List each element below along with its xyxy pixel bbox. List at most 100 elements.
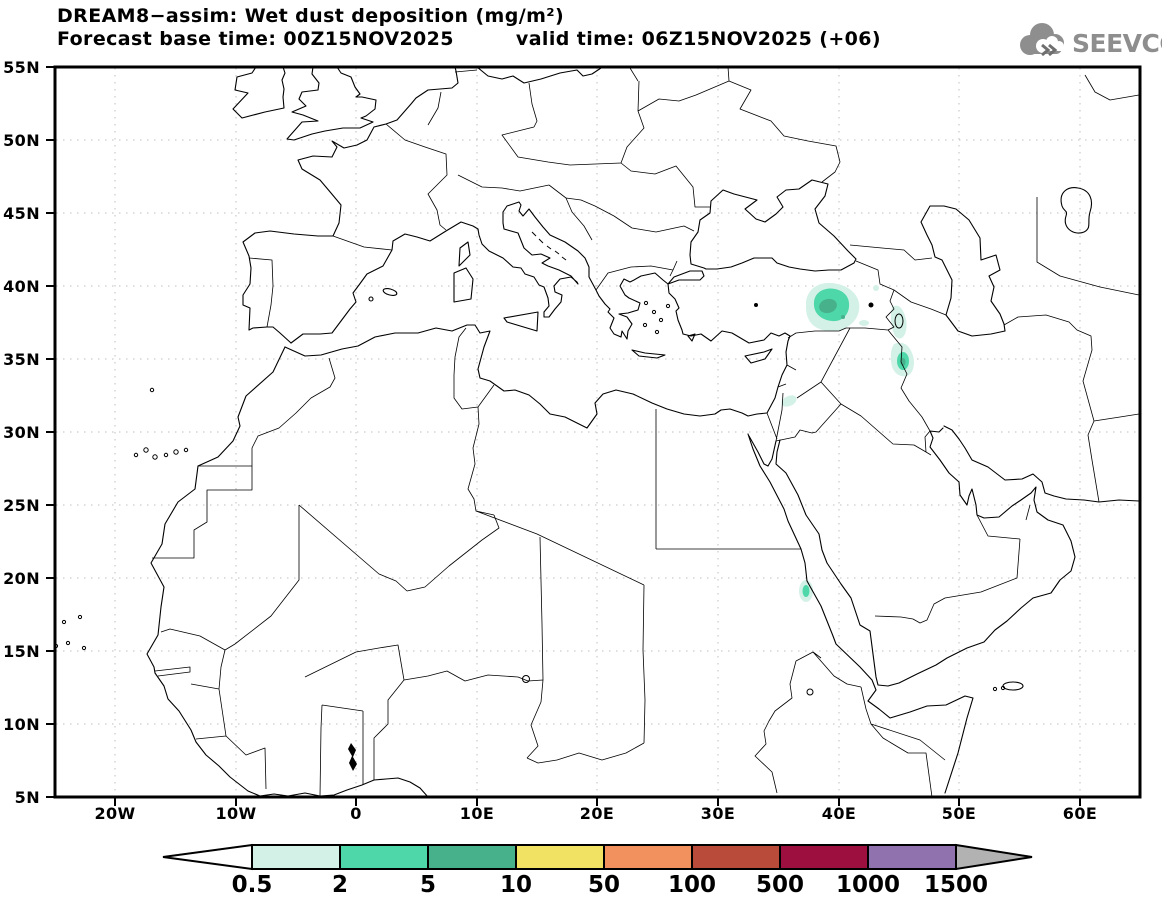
lat-label-10n: 10N [3,715,40,734]
colorbar-left-arrow [162,843,253,871]
island-corsica [458,241,471,267]
lake-van [868,302,874,308]
lat-label-35n: 35N [3,350,40,369]
island-cyprus [744,348,773,364]
borders-europe-central [457,82,695,241]
island-socotra [1002,681,1024,691]
lat-label-15n: 15N [3,642,40,661]
colorbar-label-100: 100 [667,872,716,898]
lat-label-20n: 20N [3,569,40,588]
coastline-redsea-africa-horn [747,433,974,794]
deposition-area-east-iraq [890,342,914,377]
island-sicily [503,311,539,332]
country-borders [152,67,1140,797]
colorbar-seg-5 [603,844,693,870]
figure-subtitle: Forecast base time: 00Z15NOV2025 valid t… [57,28,881,51]
coastline-arabia [775,427,1076,687]
coastline-sinai [748,435,777,467]
coastline-black-sea [689,179,857,272]
graticule-grid [56,68,1139,796]
colorbar-seg-7 [779,844,869,870]
colorbar-seg-8 [867,844,957,870]
coastline-ireland [232,67,286,119]
colorbar-label-0.5: 0.5 [231,872,273,898]
lon-ticks [114,797,1081,806]
coastline-africa-med-levant-turkey [284,283,791,429]
small-islands-and-lakes [55,231,1006,771]
colorbar-label-5: 5 [419,872,436,898]
coastline-aral [1060,187,1093,234]
borders-northwest-africa [152,357,336,790]
lat-label-30n: 30N [3,423,40,442]
lon-label-30e: 30E [700,804,736,823]
borders-middle-east [766,327,932,456]
lat-label-5n: 5N [14,788,40,807]
cloud-icon [1020,23,1064,57]
borders-sahel [304,644,645,797]
coastline-marmara [667,270,705,285]
borders-europe-east [607,67,841,208]
lon-label-10w: 10W [215,804,257,823]
deposition-area-israel [781,395,797,407]
colorbar-label-1500: 1500 [923,872,988,898]
coastline-caspian [920,205,1006,337]
colorbar-seg-3 [427,844,517,870]
colorbar-seg-4 [515,844,605,870]
island-ibiza [368,296,374,302]
colorbar-label-1000: 1000 [835,872,900,898]
coastline-europe-atlantic [242,67,459,344]
lake-urmia [894,313,904,329]
seevccc-logo: SEEVCCC [1020,23,1162,58]
title-block: DREAM8−assim: Wet dust deposition (mg/m²… [57,5,881,51]
map-frame [46,65,1142,806]
lake-tana [806,688,814,696]
colorbar-label-2: 2 [331,872,348,898]
borders-sahara [298,327,801,744]
colorbar-seg-6 [691,844,781,870]
colorbar-label-50: 50 [587,872,620,898]
borders-balkans-greece [595,260,678,291]
lat-label-40n: 40N [3,277,40,296]
borders-arabia [874,504,1031,624]
colorbar-label-500: 500 [755,872,804,898]
island-rhodes [687,333,696,342]
coastline-iran-gulf [943,425,1140,503]
deposition-areas [781,282,914,602]
coastline-africa-atlantic [146,346,429,797]
deposition-area-east-turkey [806,282,879,332]
island-crete [631,349,666,359]
forecast-base-time: Forecast base time: 00Z15NOV2025 [57,28,454,50]
coastline-britain [286,67,377,141]
lat-label-45n: 45N [3,204,40,223]
lon-label-20w: 20W [94,804,136,823]
logo-text: SEEVCCC [1072,29,1162,58]
colorbar [162,843,1033,871]
lon-label-10e: 10E [459,804,495,823]
deposition-area-urmia-streak [891,305,907,339]
borders-horn-of-africa [754,651,946,797]
valid-time: valid time: 06Z15NOV2025 (+06) [515,28,881,50]
lon-label-40e: 40E [821,804,857,823]
coastline-med-north [290,201,669,344]
lon-label-50e: 50E [941,804,977,823]
figure-title: DREAM8−assim: Wet dust deposition (mg/m²… [57,5,565,27]
lon-label-20e: 20E [579,804,615,823]
colorbar-label-10: 10 [499,872,532,898]
deposition-area-sudan-coast [799,580,813,602]
colorbar-right-arrow [955,843,1033,871]
lon-label-0: 0 [350,804,362,823]
lake-volta [348,743,357,771]
coastline-baltic [476,67,609,84]
lat-label-55n: 55N [3,58,40,77]
island-mallorca [382,288,398,296]
borders-iran-east-central-asia [1003,74,1140,503]
lake-tuz [754,303,758,307]
lat-label-25n: 25N [3,496,40,515]
borders-europe-west [248,69,478,328]
lat-label-50n: 50N [3,131,40,150]
coastlines [146,67,1140,797]
borders-turkey-caucasus-iran [787,244,947,432]
colorbar-seg-2 [339,844,429,870]
